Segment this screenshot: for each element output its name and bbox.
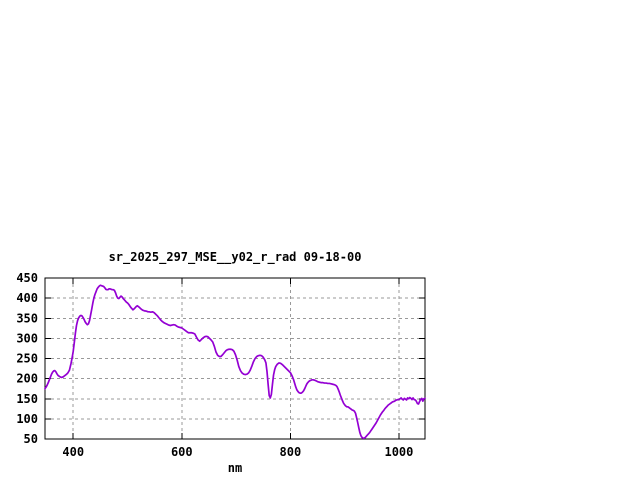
- svg-text:150: 150: [16, 392, 38, 406]
- svg-text:400: 400: [16, 291, 38, 305]
- svg-text:350: 350: [16, 311, 38, 325]
- spectrum-line: [44, 284, 426, 440]
- svg-text:450: 450: [16, 271, 38, 285]
- svg-text:300: 300: [16, 331, 38, 345]
- x-axis-label: nm: [227, 461, 243, 475]
- chart-title: sr_2025_297_MSE__y02_r_rad 09-18-00: [108, 250, 362, 264]
- y-axis-tick-labels: 50 100 150 200 250 300 350 400 450: [16, 271, 38, 446]
- svg-text:50: 50: [24, 432, 38, 446]
- svg-text:250: 250: [16, 352, 38, 366]
- x-axis-tick-labels: 400 600 800 1000: [62, 445, 413, 459]
- svg-text:100: 100: [16, 412, 38, 426]
- svg-text:800: 800: [280, 445, 302, 459]
- plot-border: [44, 277, 426, 440]
- svg-text:1000: 1000: [384, 445, 413, 459]
- svg-text:600: 600: [171, 445, 193, 459]
- svg-text:200: 200: [16, 372, 38, 386]
- gridlines: [45, 278, 425, 439]
- svg-text:400: 400: [62, 445, 84, 459]
